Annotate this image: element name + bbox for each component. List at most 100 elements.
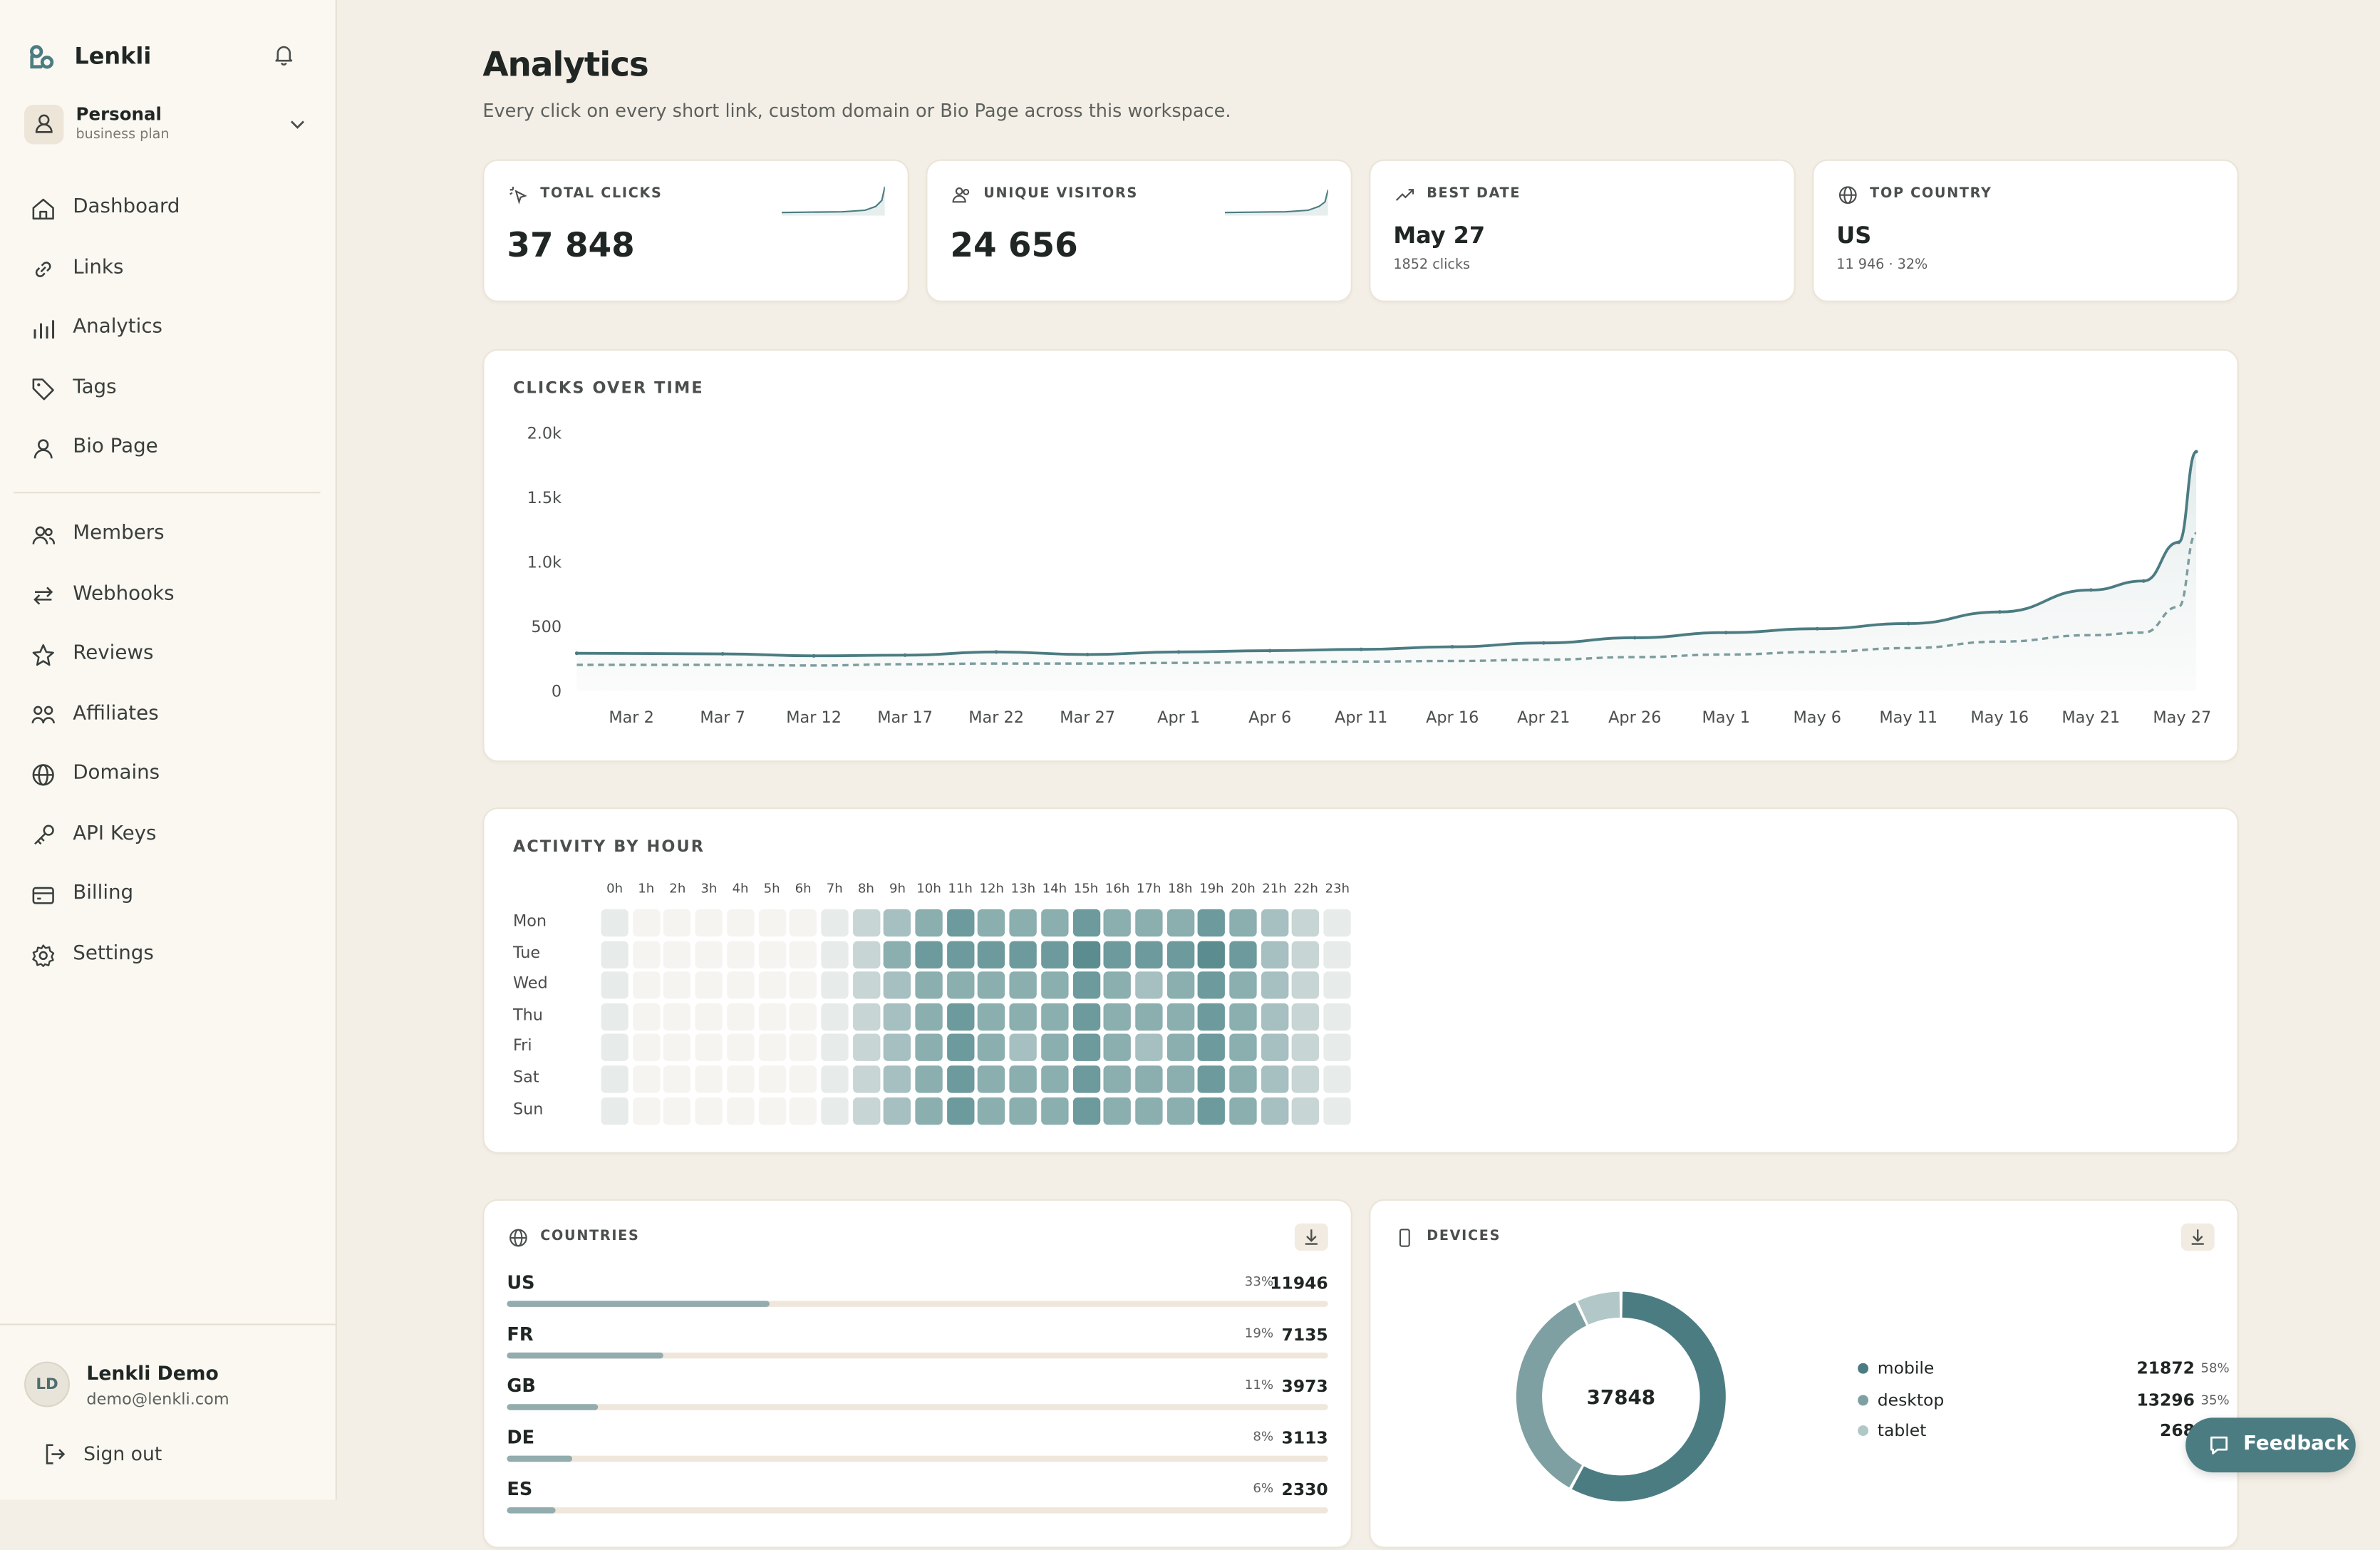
heatmap-cell[interactable] [1040,909,1069,937]
download-countries-button[interactable] [1294,1223,1328,1251]
heatmap-cell[interactable] [852,1065,880,1093]
workspace-switcher[interactable]: Personal business plan [24,102,313,148]
nav-item-billing[interactable]: Billing [31,879,319,912]
heatmap-cell[interactable] [915,1097,943,1125]
heatmap-cell[interactable] [1166,909,1194,937]
data-point[interactable] [574,651,579,656]
heatmap-cell[interactable] [884,971,911,999]
heatmap-cell[interactable] [821,1065,849,1093]
data-point[interactable] [812,653,816,658]
heatmap-cell[interactable] [663,971,691,999]
heatmap-cell[interactable] [726,1097,755,1125]
heatmap-cell[interactable] [1198,1034,1226,1062]
data-point[interactable] [1176,650,1181,654]
heatmap-cell[interactable] [695,909,723,937]
heatmap-cell[interactable] [1198,1065,1226,1093]
data-point[interactable] [1450,645,1454,649]
heatmap-cell[interactable] [1198,909,1226,937]
heatmap-cell[interactable] [601,940,628,968]
heatmap-cell[interactable] [726,1065,755,1093]
heatmap-cell[interactable] [601,1034,628,1062]
heatmap-cell[interactable] [821,909,849,937]
heatmap-cell[interactable] [1040,1097,1069,1125]
heatmap-cell[interactable] [1166,1097,1194,1125]
data-point[interactable] [2194,450,2198,454]
heatmap-cell[interactable] [915,1034,943,1062]
heatmap-cell[interactable] [726,940,755,968]
heatmap-cell[interactable] [1166,971,1194,999]
heatmap-cell[interactable] [946,1097,974,1125]
heatmap-cell[interactable] [1261,940,1288,968]
data-point[interactable] [903,653,907,657]
feedback-button[interactable]: Feedback [2185,1417,2356,1473]
heatmap-cell[interactable] [1009,971,1037,999]
heatmap-cell[interactable] [1292,940,1320,968]
heatmap-cell[interactable] [852,940,880,968]
heatmap-cell[interactable] [1323,1034,1351,1062]
heatmap-cell[interactable] [1292,1065,1320,1093]
data-point[interactable] [1359,647,1363,651]
heatmap-cell[interactable] [1292,1097,1320,1125]
heatmap-cell[interactable] [884,909,911,937]
heatmap-cell[interactable] [789,1034,817,1062]
heatmap-cell[interactable] [632,940,660,968]
heatmap-cell[interactable] [757,1034,786,1062]
heatmap-cell[interactable] [884,1003,911,1030]
data-point[interactable] [1724,631,1728,635]
data-point[interactable] [1085,652,1090,657]
heatmap-cell[interactable] [789,909,817,937]
heatmap-cell[interactable] [1198,1003,1226,1030]
devices-donut-chart[interactable]: 37848 [1370,1201,2240,1550]
sign-out-button[interactable]: Sign out [43,1440,225,1471]
heatmap-cell[interactable] [1009,1097,1037,1125]
heatmap-cell[interactable] [1261,1065,1288,1093]
heatmap-cell[interactable] [695,1065,723,1093]
nav-item-reviews[interactable]: Reviews [31,639,319,673]
heatmap-cell[interactable] [1261,1097,1288,1125]
heatmap-cell[interactable] [1135,1065,1163,1093]
heatmap-cell[interactable] [1072,909,1100,937]
heatmap-cell[interactable] [1229,909,1257,937]
heatmap-cell[interactable] [757,1003,786,1030]
data-point[interactable] [1906,621,1910,626]
heatmap-cell[interactable] [1103,1097,1132,1125]
heatmap-cell[interactable] [1261,971,1288,999]
heatmap-cell[interactable] [601,1097,628,1125]
data-point[interactable] [1633,636,1637,640]
heatmap-cell[interactable] [663,909,691,937]
heatmap-cell[interactable] [1135,1034,1163,1062]
heatmap-cell[interactable] [789,971,817,999]
heatmap-cell[interactable] [946,909,974,937]
heatmap-cell[interactable] [695,1097,723,1125]
heatmap-cell[interactable] [915,1065,943,1093]
heatmap-cell[interactable] [1009,1065,1037,1093]
heatmap-cell[interactable] [1072,1034,1100,1062]
heatmap-cell[interactable] [1072,1003,1100,1030]
heatmap-cell[interactable] [726,909,755,937]
heatmap-cell[interactable] [1229,971,1257,999]
heatmap-cell[interactable] [821,1034,849,1062]
heatmap-cell[interactable] [915,940,943,968]
nav-item-dashboard[interactable]: Dashboard [31,193,319,227]
heatmap-cell[interactable] [1040,971,1069,999]
heatmap-cell[interactable] [601,1003,628,1030]
heatmap-cell[interactable] [663,940,691,968]
heatmap-cell[interactable] [946,1065,974,1093]
heatmap-cell[interactable] [1323,1097,1351,1125]
data-point[interactable] [720,651,725,656]
heatmap-cell[interactable] [978,1034,1005,1062]
heatmap-cell[interactable] [915,1003,943,1030]
heatmap-cell[interactable] [789,1065,817,1093]
heatmap-cell[interactable] [789,1003,817,1030]
user-avatar[interactable]: LD [24,1361,70,1407]
heatmap-cell[interactable] [632,1034,660,1062]
nav-item-api-keys[interactable]: API Keys [31,819,319,852]
heatmap-cell[interactable] [1009,1034,1037,1062]
heatmap-cell[interactable] [884,940,911,968]
heatmap-cell[interactable] [695,940,723,968]
heatmap-cell[interactable] [601,909,628,937]
data-point[interactable] [2176,540,2181,544]
heatmap-cell[interactable] [632,1097,660,1125]
nav-item-members[interactable]: Members [31,519,319,552]
data-point[interactable] [2141,579,2146,583]
